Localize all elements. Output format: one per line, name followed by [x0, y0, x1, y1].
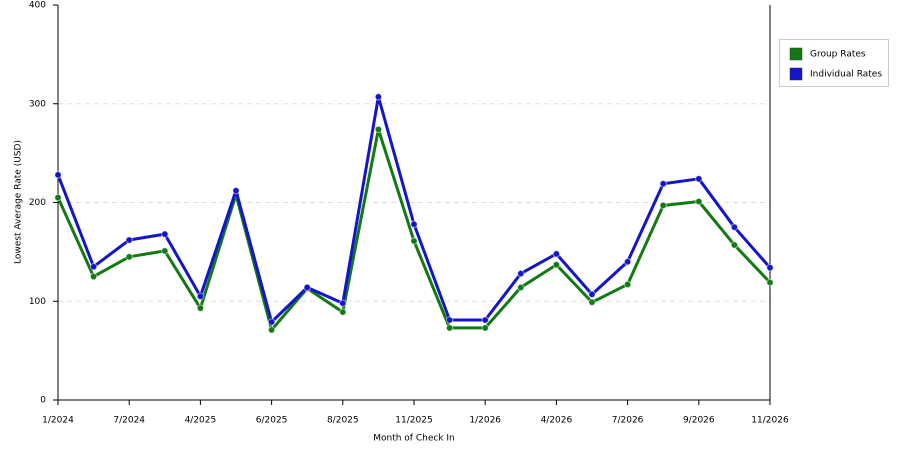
data-point — [303, 283, 311, 292]
data-point — [410, 237, 418, 245]
x-tick-label: 4/2026 — [541, 416, 573, 426]
data-point — [659, 201, 667, 210]
data-point — [445, 316, 454, 324]
data-point — [410, 220, 418, 228]
data-point — [445, 324, 454, 332]
y-tick-label: 100 — [29, 297, 46, 307]
data-point — [659, 180, 667, 188]
x-tick-label: 1/2024 — [42, 416, 74, 426]
x-axis-title: Month of Check In — [373, 434, 455, 444]
legend-label: Group Rates — [810, 50, 866, 60]
legend-swatch — [789, 67, 803, 81]
data-point — [89, 272, 98, 281]
data-point — [730, 241, 739, 249]
x-tick-label: 7/2024 — [113, 416, 145, 426]
x-tick-label: 7/2026 — [612, 416, 644, 426]
data-point — [196, 292, 205, 301]
data-point — [339, 299, 347, 307]
data-point — [125, 253, 133, 261]
data-point — [695, 175, 703, 183]
data-point — [267, 318, 276, 326]
y-tick-label: 400 — [29, 1, 46, 11]
data-point — [588, 290, 596, 299]
y-axis-title: Lowest Average Rate (USD) — [14, 140, 24, 264]
data-point — [588, 298, 596, 306]
x-tick-label: 1/2026 — [469, 416, 501, 426]
data-point — [552, 261, 561, 269]
data-point — [766, 263, 774, 272]
data-point — [481, 316, 489, 324]
x-tick-label: 11/2026 — [751, 416, 789, 426]
data-point — [481, 324, 489, 332]
data-point — [623, 258, 632, 266]
data-point — [730, 223, 739, 231]
data-point — [161, 230, 169, 238]
x-tick-label: 11/2025 — [395, 416, 432, 426]
data-point — [54, 171, 62, 179]
x-tick-label: 4/2025 — [185, 416, 217, 426]
data-point — [766, 278, 774, 287]
legend-label: Individual Rates — [810, 70, 882, 80]
x-tick-label: 9/2026 — [683, 416, 715, 426]
x-tick-label: 8/2025 — [327, 416, 359, 426]
data-point — [267, 326, 276, 334]
data-point — [54, 193, 62, 202]
data-point — [232, 186, 240, 195]
y-tick-label: 200 — [29, 198, 46, 208]
data-point — [517, 269, 525, 278]
data-point — [339, 308, 347, 316]
x-tick-label: 6/2025 — [256, 416, 288, 426]
data-point — [196, 304, 205, 312]
data-point — [161, 247, 169, 255]
data-point — [374, 125, 383, 134]
data-point — [89, 262, 98, 271]
y-tick-label: 0 — [40, 396, 46, 406]
data-point — [552, 250, 561, 258]
y-tick-label: 300 — [29, 99, 46, 109]
data-point — [374, 93, 383, 101]
data-point — [695, 197, 703, 206]
data-point — [125, 236, 133, 244]
data-point — [517, 283, 525, 292]
legend-swatch — [789, 47, 803, 61]
data-point — [623, 280, 632, 289]
